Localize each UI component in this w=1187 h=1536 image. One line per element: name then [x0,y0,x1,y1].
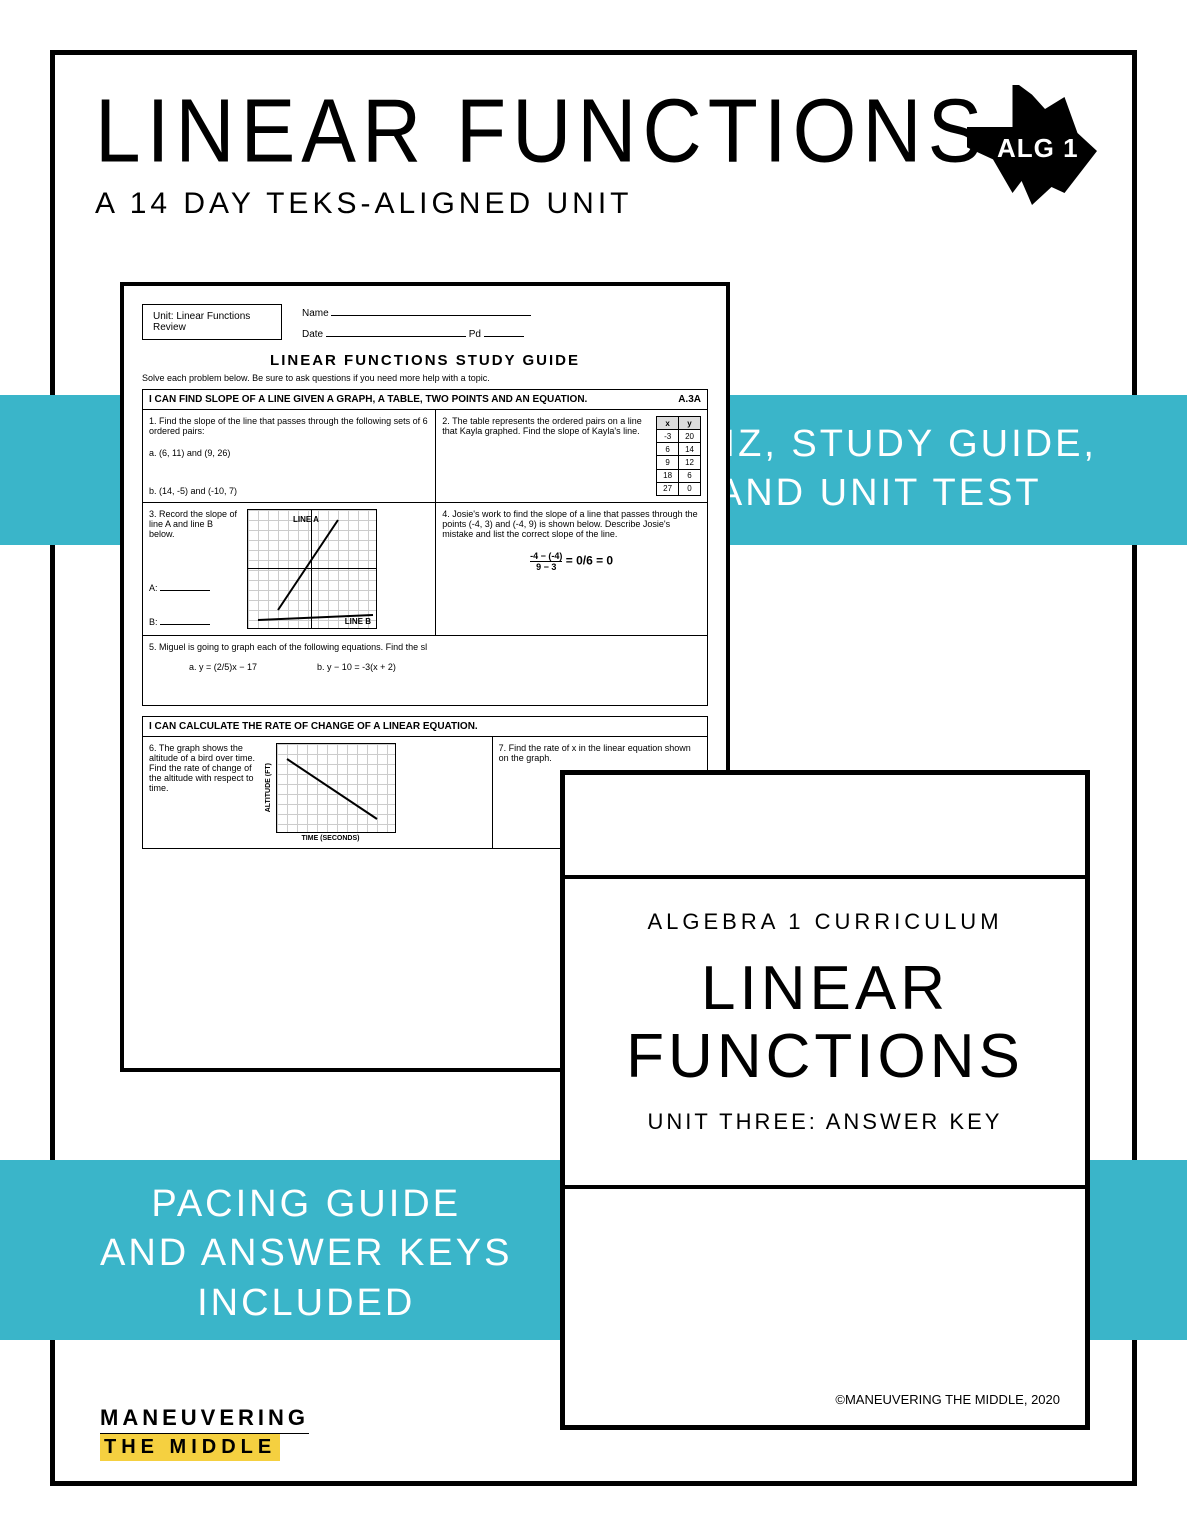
q6-ylabel: ALTITUDE (FT) [265,763,272,812]
unit-line1: Unit: Linear Functions [153,311,271,322]
unit-box: Unit: Linear Functions Review [142,304,282,340]
q3-cell: 3. Record the slope of line A and line B… [143,503,436,635]
answer-key-card: ALGEBRA 1 CURRICULUM LINEAR FUNCTIONS UN… [560,770,1090,1430]
line-b-label: LINE B [345,617,371,626]
q5-cell: 5. Miguel is going to graph each of the … [143,636,707,705]
q2-cell: 2. The table represents the ordered pair… [436,410,707,502]
q5b: b. y − 10 = -3(x + 2) [317,662,396,672]
footer-logo: MANEUVERING THE MIDDLE [100,1405,309,1461]
q4-work: -4 − (-4)9 − 3 = 0/6 = 0 [442,551,701,572]
q6-cell: 6. The graph shows the altitude of a bir… [143,737,493,848]
q2-text: 2. The table represents the ordered pair… [442,416,648,496]
row-q5: 5. Miguel is going to graph each of the … [142,636,708,706]
worksheet-header: Unit: Linear Functions Review Name Date … [142,304,708,340]
row-q3-q4: 3. Record the slope of line A and line B… [142,503,708,636]
logo-line1: MANEUVERING [100,1405,309,1434]
worksheet-instructions: Solve each problem below. Be sure to ask… [142,373,708,383]
q1a: a. (6, 11) and (9, 26) [149,448,429,458]
ak-curriculum: ALGEBRA 1 CURRICULUM [585,909,1065,935]
q3-a: A: [149,583,158,593]
ak-copyright: ©MANEUVERING THE MIDDLE, 2020 [835,1392,1060,1407]
q1-cell: 1. Find the slope of the line that passe… [143,410,436,502]
q6-text: 6. The graph shows the altitude of a bir… [149,743,259,842]
q6-graph [276,743,396,833]
q7-text: 7. Find the rate of x in the linear equa… [499,743,701,763]
worksheet-title: LINEAR FUNCTIONS STUDY GUIDE [142,352,708,369]
date-label: Date [302,329,323,340]
section1-code: A.3A [678,394,701,405]
name-box: Name Date Pd [302,304,708,340]
q3-text: 3. Record the slope of line A and line B… [149,509,239,539]
q1-text: 1. Find the slope of the line that passe… [149,416,429,436]
q6-xlabel: TIME (SECONDS) [265,835,396,842]
q2-table: xy -320 614 912 186 270 [656,416,701,496]
ak-unit: UNIT THREE: ANSWER KEY [585,1109,1065,1135]
band2-line3: INCLUDED [100,1279,512,1328]
q5-text: 5. Miguel is going to graph each of the … [149,642,701,652]
th-y: y [679,417,701,430]
ak-title1: LINEAR [585,955,1065,1023]
q3-b: B: [149,617,158,627]
row-q1-q2: 1. Find the slope of the line that passe… [142,410,708,503]
th-x: x [657,417,679,430]
name-label: Name [302,308,329,319]
texas-badge: ALG 1 [967,85,1097,205]
section1-header: I CAN FIND SLOPE OF A LINE GIVEN A GRAPH… [142,389,708,410]
q5a: a. y = (2/5)x − 17 [189,662,257,672]
unit-line2: Review [153,322,271,333]
main-title: LINEAR FUNCTIONS [95,80,988,183]
logo-line2: THE MIDDLE [100,1434,280,1461]
q1b: b. (14, -5) and (-10, 7) [149,486,429,496]
band2-line1: PACING GUIDE [100,1180,512,1229]
bird-line-icon [277,744,397,834]
q4-text: 4. Josie's work to find the slope of a l… [442,509,701,539]
badge-label: ALG 1 [997,133,1079,164]
subtitle: A 14 DAY TEKS-ALIGNED UNIT [95,187,988,221]
ak-title2: FUNCTIONS [585,1023,1065,1091]
section2-header: I CAN CALCULATE THE RATE OF CHANGE OF A … [142,716,708,737]
q4-cell: 4. Josie's work to find the slope of a l… [436,503,707,635]
section2-label: I CAN CALCULATE THE RATE OF CHANGE OF A … [149,721,478,732]
q3-graph: LINE A LINE B [247,509,377,629]
band2-text: PACING GUIDE AND ANSWER KEYS INCLUDED [100,1180,512,1328]
pd-label: Pd [469,329,481,340]
line-a-label: LINE A [293,515,319,524]
graph-lines-icon [248,510,378,630]
section1-label: I CAN FIND SLOPE OF A LINE GIVEN A GRAPH… [149,394,587,405]
page-header: LINEAR FUNCTIONS A 14 DAY TEKS-ALIGNED U… [95,85,988,221]
band2-line2: AND ANSWER KEYS [100,1229,512,1278]
